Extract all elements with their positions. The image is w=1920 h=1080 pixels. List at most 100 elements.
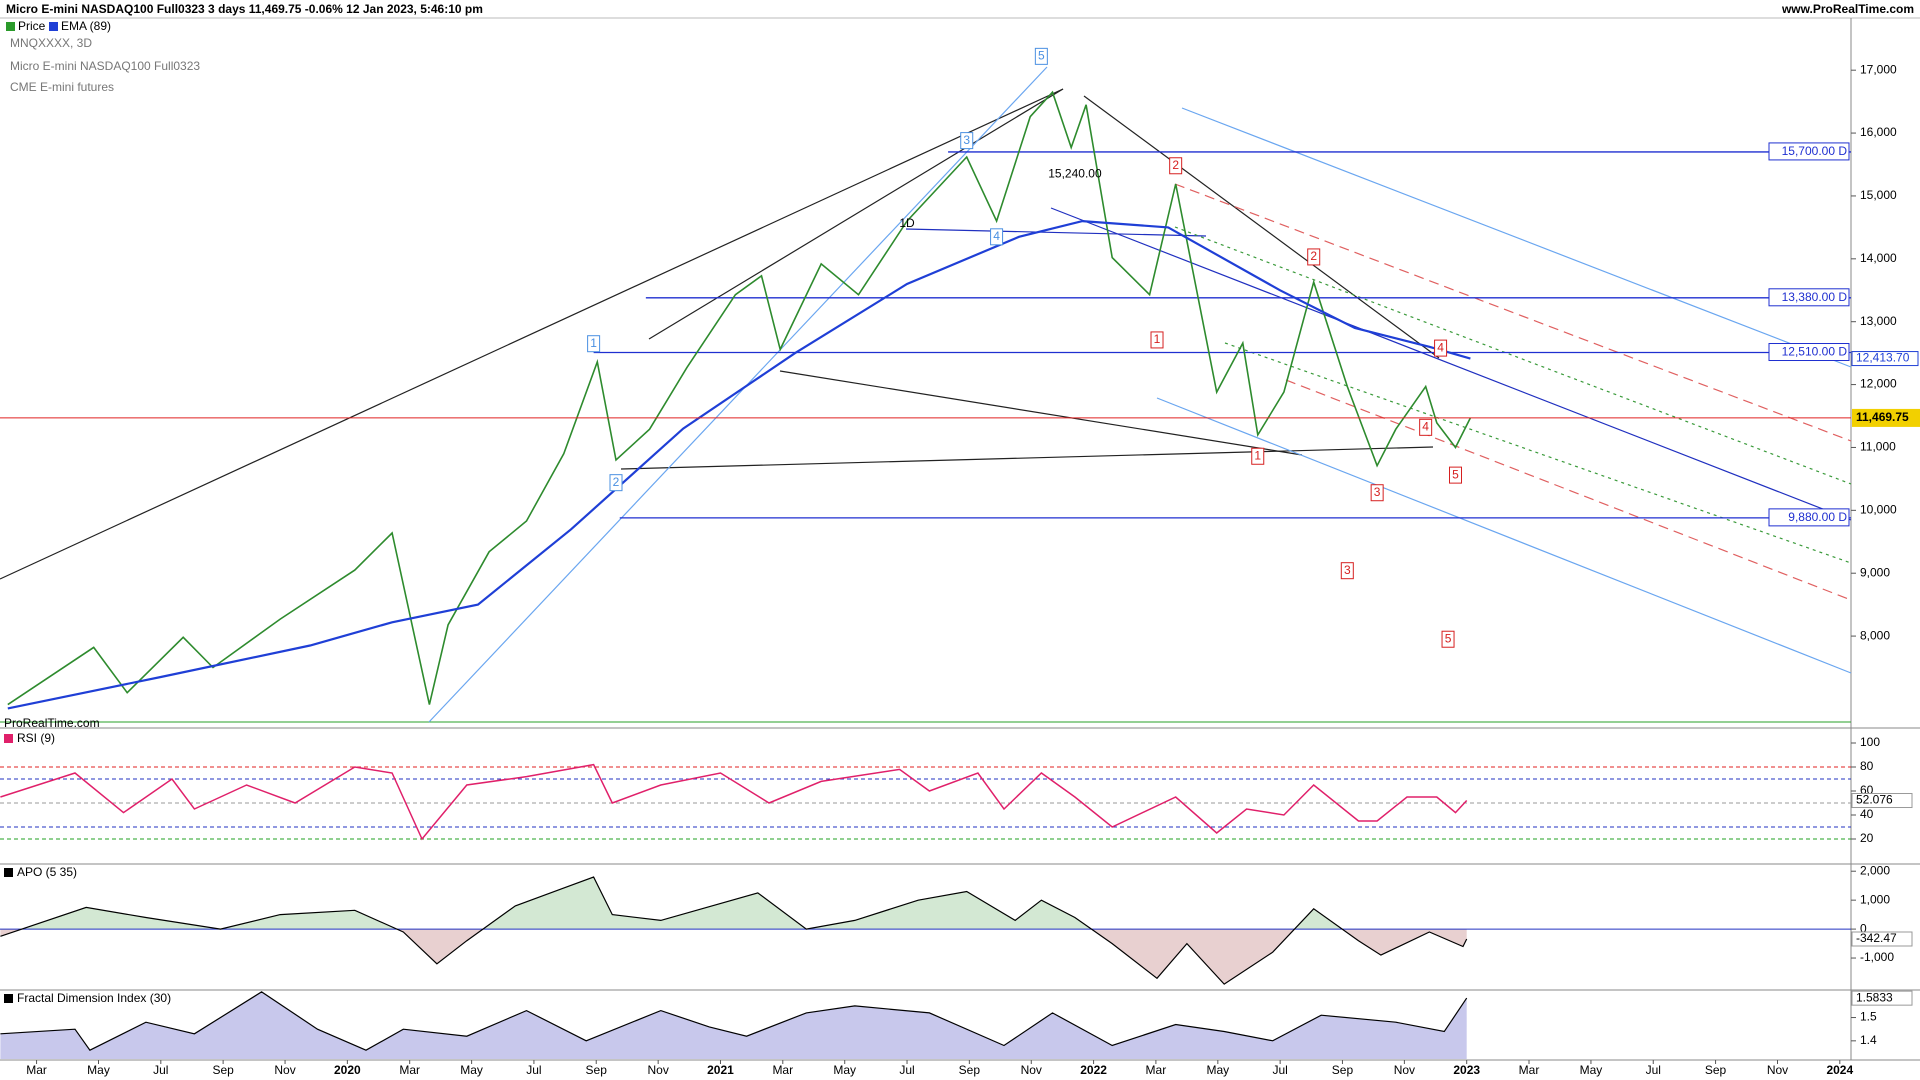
last-value-label: -342.47 [1856,931,1897,945]
level-label: 15,700.00 D [1782,144,1848,158]
annotation-box [587,335,601,353]
annotation: 2 [613,475,620,489]
x-tick-label: Jul [1646,1063,1661,1077]
y-tick-label: 20 [1860,831,1874,845]
x-tick-label: May [460,1063,483,1077]
x-tick-label: 2022 [1080,1063,1107,1077]
trendline [905,228,1207,237]
series-line [0,876,1468,985]
legend-swatch [4,734,13,743]
x-tick-label: 2021 [707,1063,734,1077]
y-tick-label: 11,000 [1860,440,1896,454]
area-fill [0,991,1467,1059]
y-tick-label: 15,000 [1860,188,1897,202]
x-tick-label: Jul [526,1063,541,1077]
annotation-box [990,228,1004,246]
x-tick-label: Sep [1705,1063,1727,1077]
annotation: 4 [1422,420,1429,434]
annotation-box [1169,157,1183,175]
y-tick-label: 8,000 [1860,628,1890,642]
annotation: 3 [1344,563,1351,577]
trendline [1174,183,1852,442]
y-tick-label: 1.5 [1860,1010,1877,1024]
x-tick-label: Jul [153,1063,168,1077]
x-tick-label: Sep [212,1063,234,1077]
level-label-box [1768,343,1850,362]
annotation: 1 [1154,332,1161,346]
panel-title: APO (5 35) [17,865,77,879]
annotation-box [1434,339,1448,357]
trendline [1285,379,1852,601]
x-tick-label: 2024 [1826,1063,1853,1077]
x-tick-label: Nov [1767,1063,1788,1077]
annotation: 2 [1310,249,1317,263]
y-tick-label: 13,000 [1860,314,1897,328]
annotation: 15,240.00 [1048,167,1102,181]
area-fill [0,929,1467,985]
y-tick-label: 16,000 [1860,125,1897,139]
area-fill [21,877,1343,930]
header-bar [0,0,1920,18]
trendline [1156,397,1852,674]
x-tick-label: Nov [1394,1063,1415,1077]
annotation: 1 [1254,448,1261,462]
y-tick-label: 0 [1860,921,1867,935]
legend-label: Price [18,19,46,33]
x-tick-label: Nov [647,1063,668,1077]
x-tick-label: Mar [399,1063,420,1077]
level-label: 13,380.00 D [1782,290,1848,304]
annotation-box [960,132,974,150]
header-info: Micro E-mini NASDAQ100 Full0323 3 days 1… [6,2,483,16]
x-tick-label: Mar [1519,1063,1540,1077]
header-site: www.ProRealTime.com [1781,2,1914,16]
x-tick-label: 2020 [334,1063,361,1077]
y-tick-label: 12,000 [1860,377,1897,391]
x-tick-label: Jul [1272,1063,1287,1077]
y-tick-label: 40 [1860,807,1874,821]
y-tick-label: 17,000 [1860,62,1897,76]
trendline [1050,207,1852,521]
trendline [620,446,1434,470]
ema-label: 12,413.70 [1856,351,1910,365]
x-tick-label: Nov [274,1063,295,1077]
y-tick-label: 2,000 [1860,863,1890,877]
annotation: 2 [1172,158,1179,172]
last-value-label: 52.076 [1856,793,1893,807]
level-label: 12,510.00 D [1782,345,1848,359]
legend-swatch [4,868,13,877]
trendline [1181,107,1852,368]
last-value-box [1851,990,1913,1006]
annotation-box [1150,331,1164,349]
y-tick-label: 80 [1860,759,1874,773]
annotation: 5 [1452,467,1459,481]
annotation: 5 [1445,631,1452,645]
annotation-box [1034,47,1048,65]
trendline [779,370,1303,456]
annotation-box [1251,447,1265,465]
last-value-label: 1.5833 [1856,990,1893,1004]
level-label: 9,880.00 D [1788,510,1847,524]
level-label-box [1768,288,1850,307]
trendline [1174,226,1852,485]
trendlines [0,66,1852,723]
y-tick-label: -1,000 [1860,950,1894,964]
annotation: 1 [590,336,597,350]
series-line [0,763,1468,841]
ema-label-box [1851,351,1919,367]
chart-subtitle: Micro E-mini NASDAQ100 Full0323 [10,59,200,73]
annotation-box [1449,466,1463,484]
series-line [7,90,1472,706]
x-tick-label: Mar [1146,1063,1167,1077]
chart-title: MNQXXXX, 3D [10,36,92,50]
panel-title: RSI (9) [17,731,55,745]
level-label-box [1768,508,1850,527]
series-line [7,219,1471,710]
annotation: 5 [1038,49,1045,63]
annotation-box [609,474,623,492]
annotation: 1D [899,216,915,230]
x-tick-label: Mar [26,1063,47,1077]
annotation-box [1441,630,1455,648]
legend-swatch [6,22,15,31]
x-tick-label: Nov [1021,1063,1042,1077]
